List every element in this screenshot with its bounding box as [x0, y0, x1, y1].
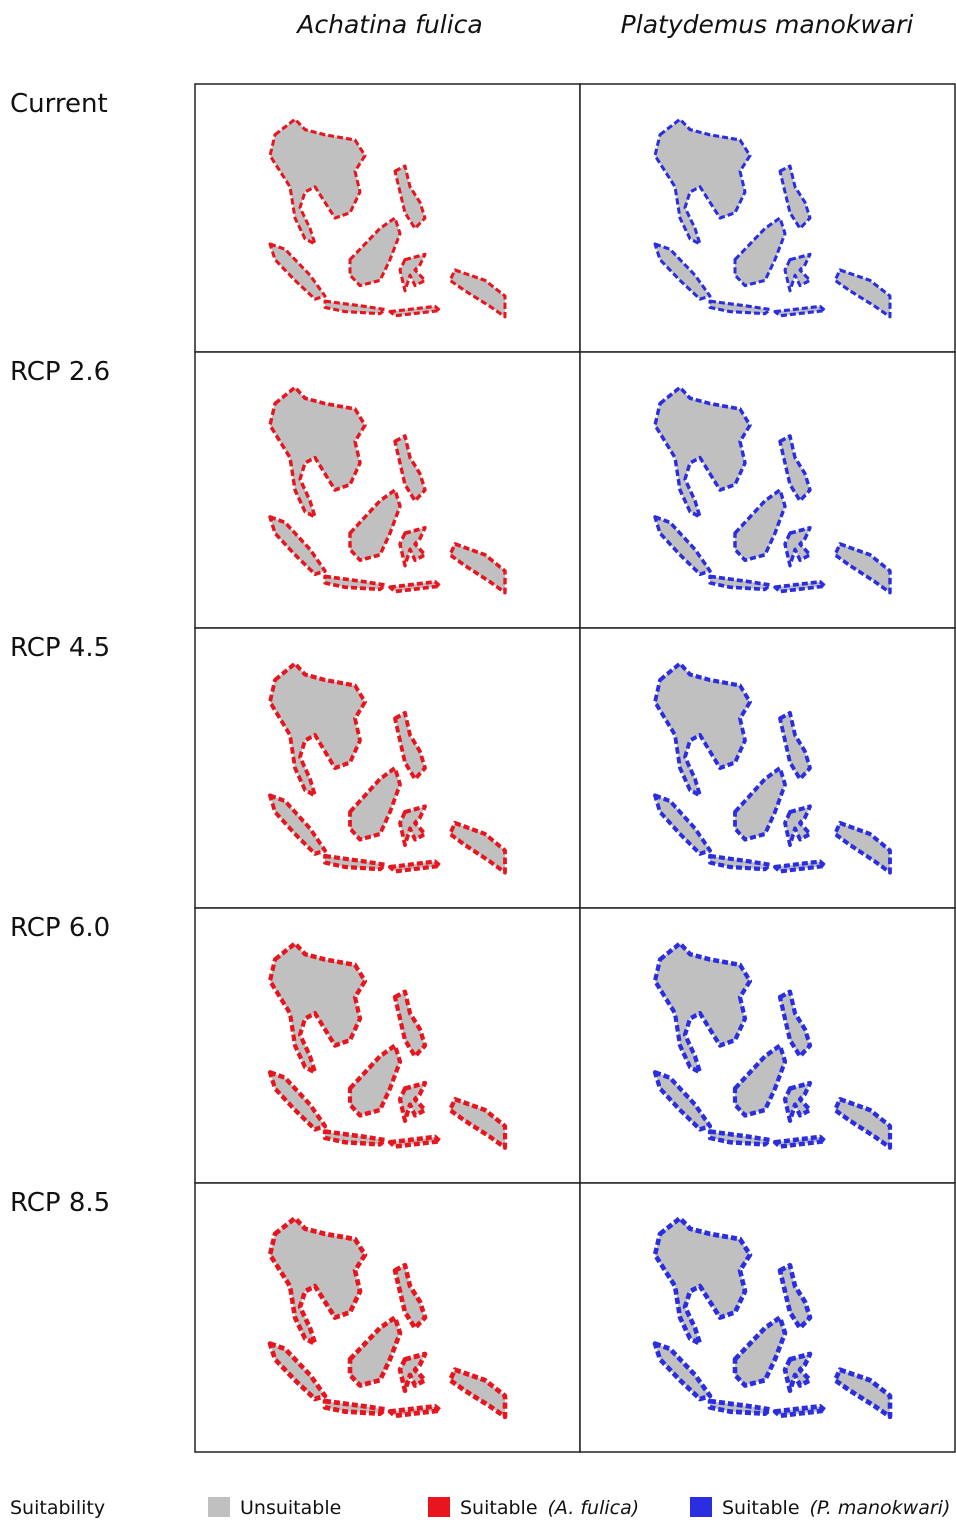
map-panel [579, 627, 956, 909]
map-panel [194, 351, 581, 629]
column-header: Achatina fulica [295, 10, 482, 39]
map-panel [194, 627, 581, 909]
row-label: Current [10, 89, 108, 119]
row-label: RCP 8.5 [10, 1188, 110, 1218]
map-panel [194, 907, 581, 1184]
legend-swatch [208, 1497, 230, 1517]
column-header: Platydemus manokwari [621, 10, 914, 39]
row-label: RCP 2.6 [10, 357, 110, 387]
map-panel [579, 351, 956, 629]
row-label: RCP 6.0 [10, 913, 110, 943]
legend-label: Unsuitable [240, 1497, 341, 1519]
legend-species: (A. fulica) [548, 1497, 640, 1519]
map-panel [194, 83, 581, 353]
map-panel [579, 83, 956, 353]
map-panel [579, 907, 956, 1184]
map-panel [194, 1182, 581, 1453]
legend-title: Suitability [10, 1497, 105, 1519]
row-label: RCP 4.5 [10, 633, 110, 663]
legend-swatch [428, 1497, 450, 1517]
legend-label: Suitable [460, 1497, 538, 1519]
legend-species: (P. manokwari) [810, 1497, 951, 1519]
legend-swatch [690, 1497, 712, 1517]
legend-label: Suitable [722, 1497, 800, 1519]
